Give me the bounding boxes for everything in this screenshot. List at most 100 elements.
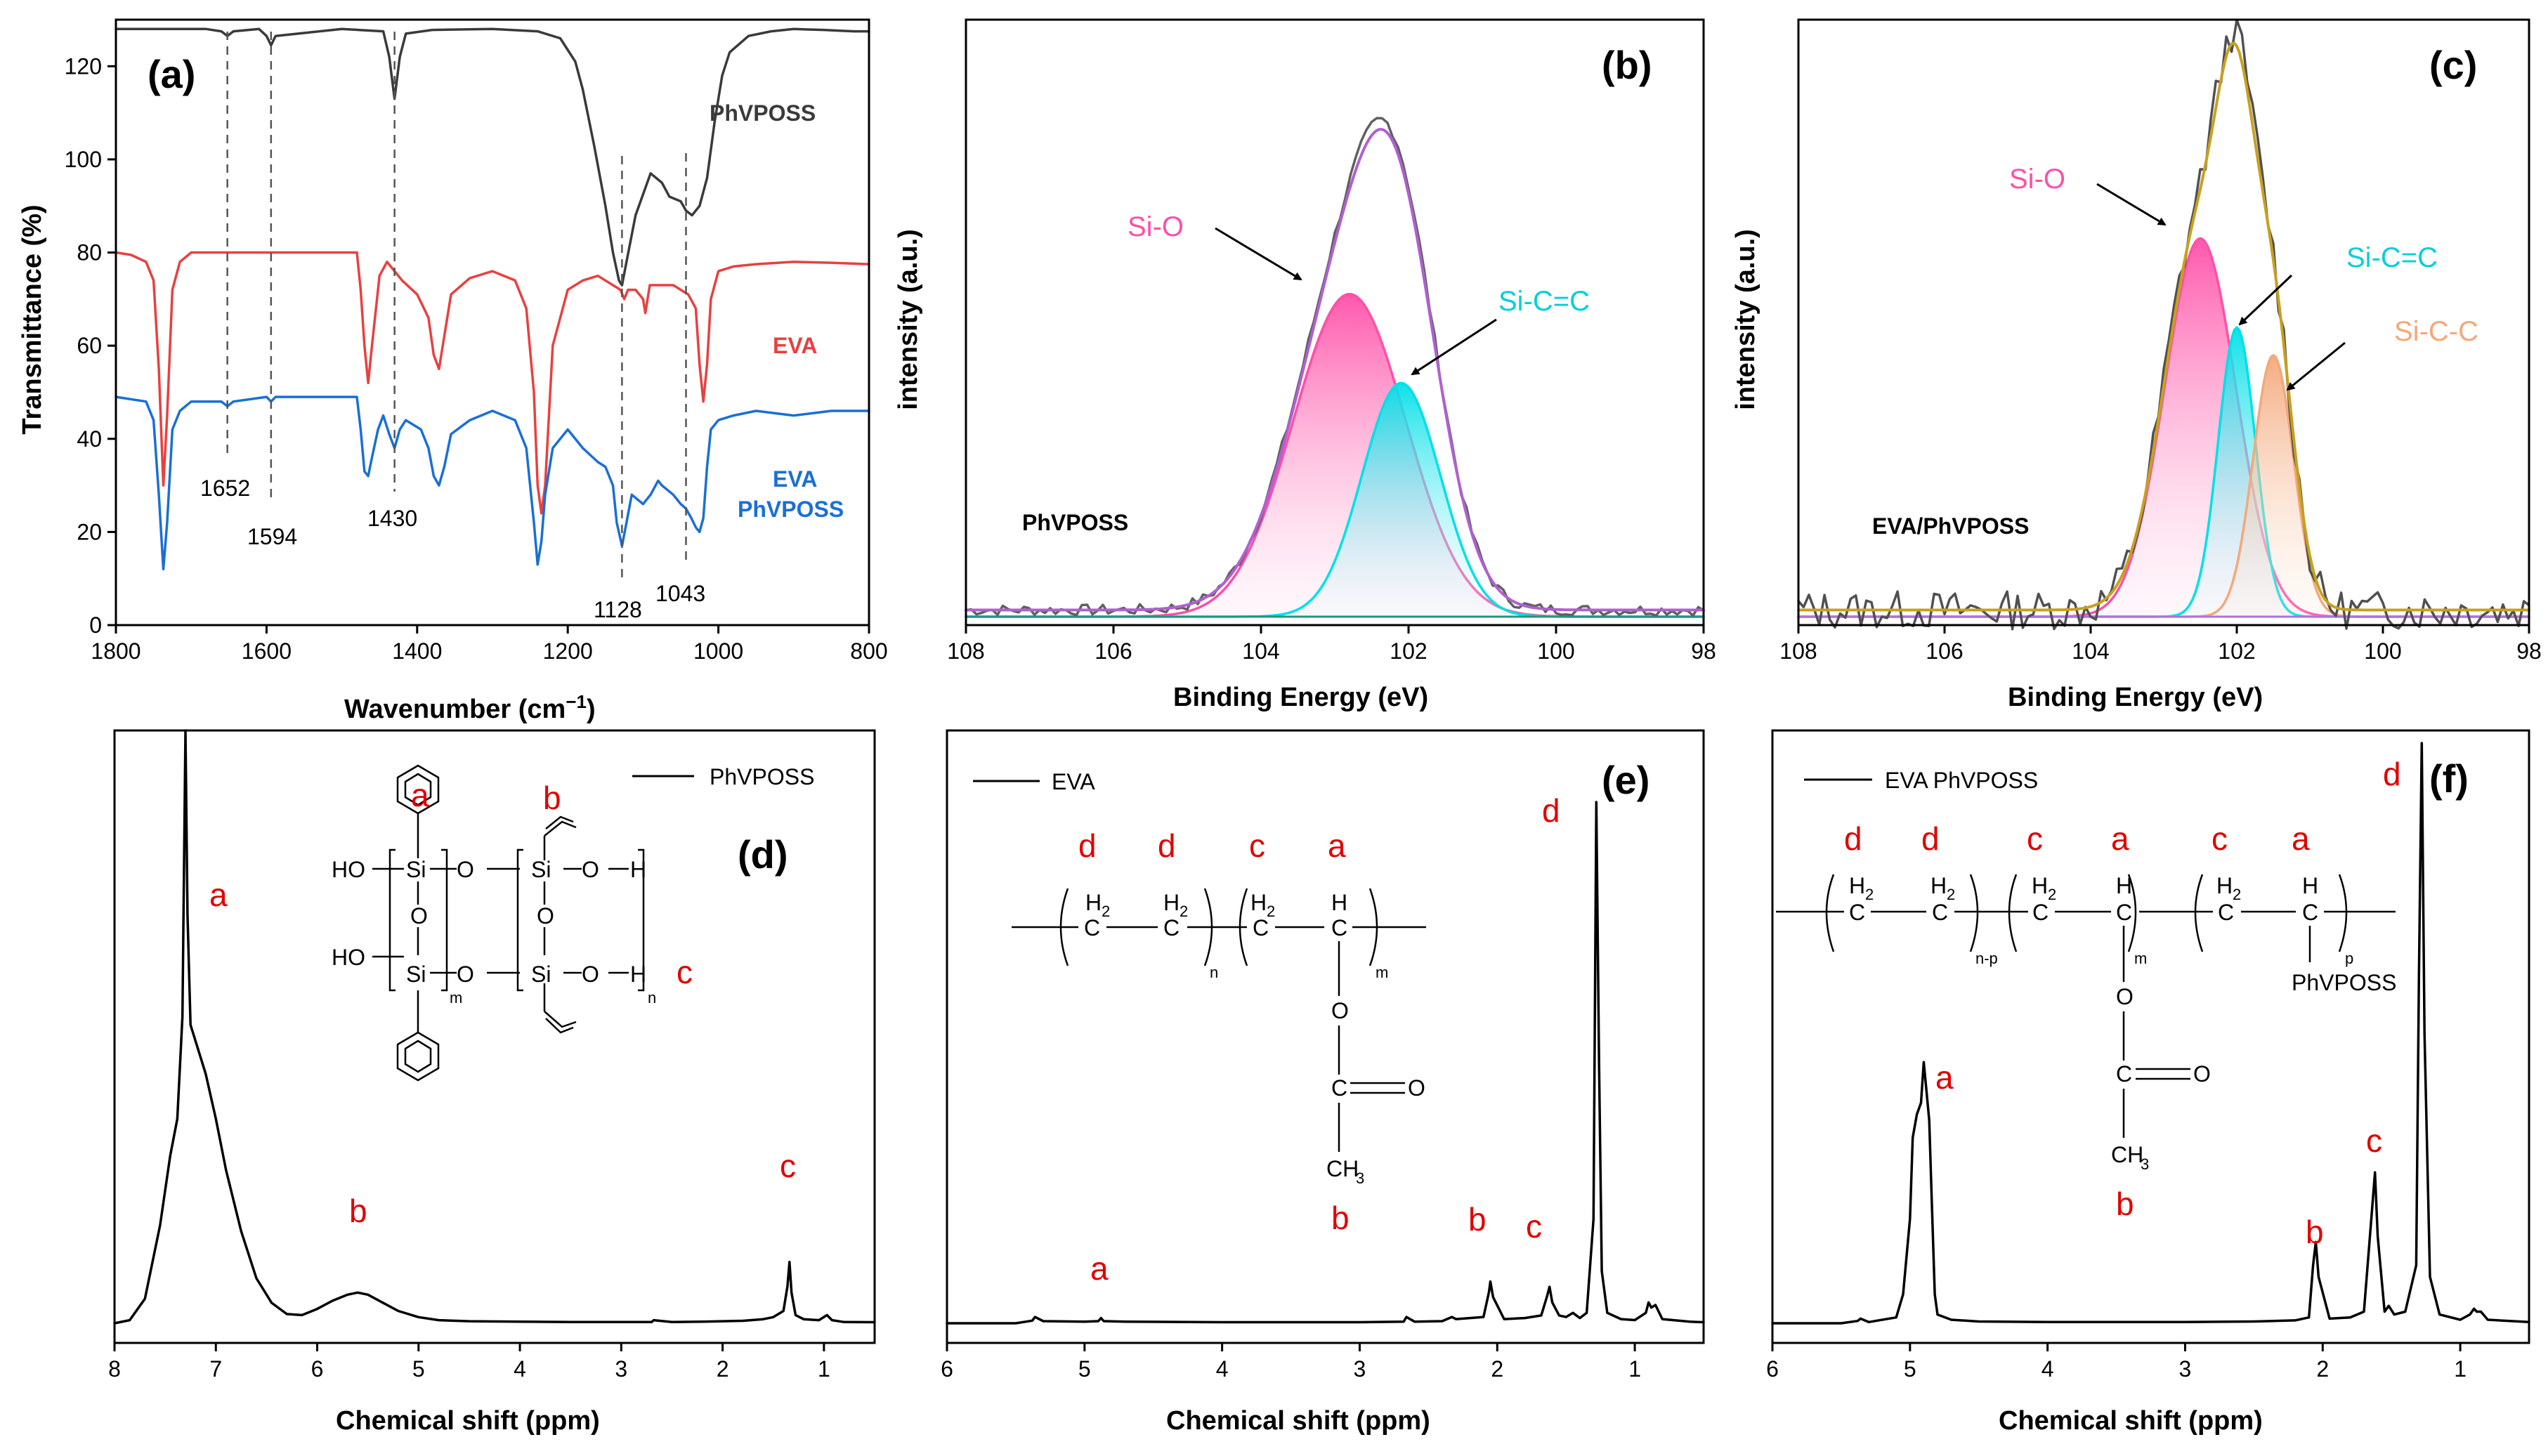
peak-1128-label: 1128 <box>594 597 642 622</box>
eva-phvposs-series-label-1: EVA <box>773 466 817 492</box>
panel-f-frame <box>1771 729 2530 1344</box>
svg-text:O: O <box>457 962 474 987</box>
panel-e-peak-d: d <box>1542 792 1560 829</box>
panel-c-sio-fill <box>1798 238 2529 617</box>
svg-text:C: C <box>1163 915 1180 940</box>
panel-d-xtick-label: 7 <box>209 1356 222 1382</box>
svg-text:H: H <box>2032 873 2048 898</box>
panel-f-xtick-label: 3 <box>2179 1356 2192 1382</box>
panel-d-xtick-label: 4 <box>514 1356 526 1382</box>
svg-text:3: 3 <box>2141 1155 2149 1173</box>
svg-text:C: C <box>1331 1075 1347 1101</box>
svg-text:d: d <box>1921 820 1940 857</box>
panel-d-spectrum <box>113 729 876 1325</box>
svg-text:O: O <box>457 857 474 882</box>
svg-text:a: a <box>411 777 429 813</box>
panel-c-sio-label: Si-O <box>2009 164 2065 195</box>
svg-text:m: m <box>2134 950 2147 967</box>
svg-text:a: a <box>1328 827 1346 864</box>
svg-text:2: 2 <box>1102 903 1110 920</box>
svg-text:d: d <box>1844 820 1862 857</box>
panel-b-ylabel: intensity (a.u.) <box>894 229 923 410</box>
svg-text:b: b <box>2116 1186 2134 1222</box>
panel-c-sicc-label: Si-C=C <box>2346 242 2438 273</box>
panel-c-sicc2-arrow <box>2286 341 2346 391</box>
peak-1430-label: 1430 <box>367 506 417 531</box>
panel-b-xlabel: Binding Energy (eV) <box>1173 683 1428 712</box>
panel-b-raw-data <box>965 117 1705 617</box>
svg-text:C: C <box>2116 900 2132 925</box>
panel-f-xtick-label: 5 <box>1904 1356 1916 1382</box>
panel-e-xtick-label: 6 <box>941 1356 953 1382</box>
svg-text:n-p: n-p <box>1975 950 1998 967</box>
panel-e-legend-text: EVA <box>1052 769 1095 794</box>
panel-a-ytick-label: 100 <box>65 147 102 172</box>
peak-1594-label: 1594 <box>247 524 297 549</box>
panel-b-envelope <box>965 128 1705 612</box>
panel-f-peak-c: c <box>2366 1122 2382 1159</box>
panel-a-xtick-label: 1800 <box>91 638 141 664</box>
svg-text:3: 3 <box>1356 1169 1364 1187</box>
panel-f-xtick-label: 6 <box>1766 1356 1779 1382</box>
svg-text:a: a <box>2111 820 2129 857</box>
panel-c-sio-arrow <box>2096 183 2167 226</box>
panel-e-xtick-label: 1 <box>1628 1356 1641 1382</box>
svg-text:H: H <box>630 857 646 882</box>
panel-a-ytick-label: 80 <box>77 240 102 265</box>
phvposs-structure: HO HO Si Si O O O Si Si O O O H H m n a … <box>332 764 693 1082</box>
peak-1043-label: 1043 <box>655 581 705 606</box>
eva-phvposs-line <box>115 395 870 571</box>
svg-text:2: 2 <box>1865 886 1874 903</box>
svg-text:2: 2 <box>1267 903 1275 920</box>
panel-b-xtick-label: 108 <box>947 638 984 664</box>
svg-text:d: d <box>1158 827 1176 864</box>
svg-text:c: c <box>1249 827 1265 864</box>
panel-e-nmr: 6 5 4 3 2 1 (e) EVA a b c d d d c a H 2 H 2 H… <box>941 729 1705 1436</box>
panel-c-sicc2-label: Si-C-C <box>2394 316 2478 347</box>
svg-text:H: H <box>1085 890 1102 915</box>
panel-a-xtick-label: 800 <box>850 638 887 664</box>
svg-text:H: H <box>2116 873 2132 898</box>
svg-text:O: O <box>2116 984 2134 1009</box>
panel-c-xtick-label: 106 <box>1926 638 1963 664</box>
svg-text:c: c <box>677 954 693 990</box>
panel-a-ftir: 1800 1600 1400 1200 1000 800 0 20 40 60 80 100 120 (… <box>18 18 888 724</box>
panel-d-legend-text: PhVPOSS <box>710 764 814 789</box>
svg-text:PhVPOSS: PhVPOSS <box>2292 970 2396 995</box>
panel-d-xtick-label: 2 <box>717 1356 729 1382</box>
panel-c-xtick-label: 108 <box>1779 638 1817 664</box>
panel-b-sample-label: PhVPOSS <box>1022 510 1128 535</box>
svg-text:C: C <box>2302 900 2318 925</box>
panel-d-xtick-label: 5 <box>412 1356 425 1382</box>
panel-d-label: (d) <box>738 832 788 877</box>
svg-text:m: m <box>1376 964 1388 981</box>
panel-a-xtick-label: 1000 <box>693 638 743 664</box>
svg-text:C: C <box>2032 900 2049 925</box>
panel-e-label: (e) <box>1602 758 1649 802</box>
panel-a-label: (a) <box>148 52 195 96</box>
panel-a-xtick-label: 1200 <box>543 638 593 664</box>
panel-d-xtick-label: 8 <box>108 1356 121 1382</box>
panel-c-raw-data <box>1797 18 2530 631</box>
panel-d-peak-a: a <box>209 877 228 913</box>
svg-text:2: 2 <box>1947 886 1955 903</box>
panel-b-xps: 108 106 104 102 100 98 (b) PhVPOSS Si-O Si-C=… <box>894 18 1716 712</box>
svg-text:H: H <box>1930 873 1947 898</box>
panel-b-frame <box>965 18 1705 627</box>
panel-a-ytick-label: 60 <box>77 333 102 358</box>
eva-structure: d d c a H 2 H 2 H 2 H C C C C n m <box>1012 827 1426 1236</box>
panel-a-xtick-label: 1400 <box>392 638 442 664</box>
panel-d-nmr: 8 7 6 5 4 3 2 1 (d) PhVPOSS a b c <box>108 729 876 1436</box>
svg-text:2: 2 <box>2233 886 2241 903</box>
panel-c-frame <box>1797 18 2530 627</box>
panel-c-sample-label: EVA/PhVPOSS <box>1872 513 2029 539</box>
svg-text:m: m <box>450 989 462 1006</box>
panel-b-sicc-arrow <box>1411 318 1497 376</box>
panel-c-xtick-label: 98 <box>2516 638 2542 664</box>
panel-e-spectrum <box>946 801 1705 1325</box>
svg-text:CH: CH <box>2111 1142 2143 1167</box>
panel-d-frame <box>113 729 876 1344</box>
svg-text:O: O <box>410 903 428 929</box>
panel-a-xlabel: Wavenumber (cm−1) <box>344 691 596 724</box>
svg-text:n: n <box>648 989 656 1006</box>
